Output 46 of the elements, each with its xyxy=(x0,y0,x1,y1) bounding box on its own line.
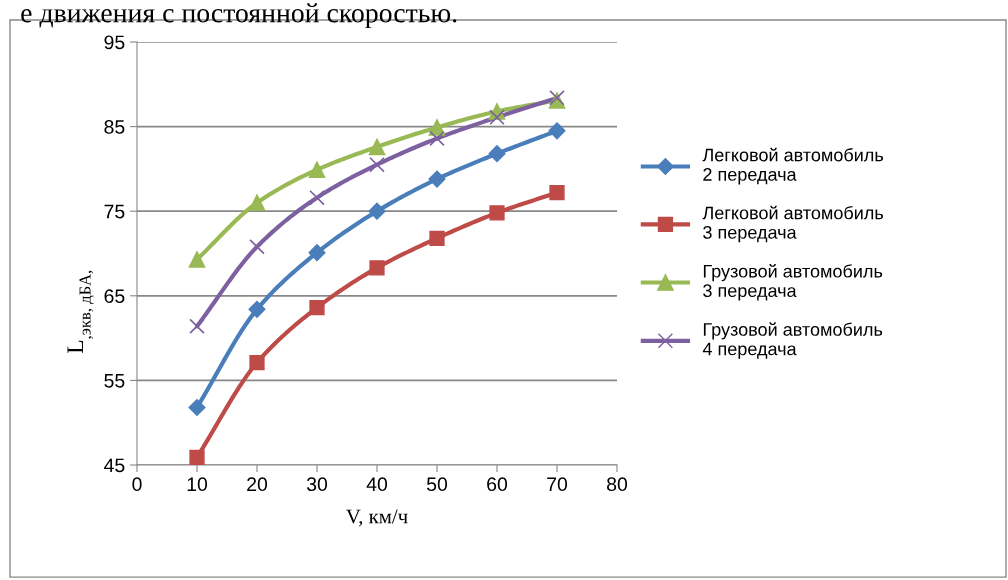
point xyxy=(189,449,205,465)
text: е движения с постоянной скоростью. xyxy=(21,3,457,29)
y-tick-label: 65 xyxy=(104,289,125,304)
x-tick-label: 80 xyxy=(607,477,628,492)
point xyxy=(369,260,385,276)
point xyxy=(429,230,445,246)
x-tick-label: 40 xyxy=(366,477,388,492)
point xyxy=(188,251,206,268)
y-axis-title: L,экв, дБА, xyxy=(67,270,94,354)
legend-label: Грузовой автомобиль 4 передача xyxy=(702,322,883,359)
y-tick-label: 45 xyxy=(104,458,125,473)
point xyxy=(428,119,446,136)
point xyxy=(248,300,266,318)
point xyxy=(488,145,506,163)
x-tick-label: 10 xyxy=(187,477,208,492)
point xyxy=(369,156,385,173)
point xyxy=(489,205,505,221)
point xyxy=(428,170,446,188)
point xyxy=(429,130,445,147)
point xyxy=(308,161,326,179)
y-tick-label: 85 xyxy=(104,120,125,134)
y-tick-label: 75 xyxy=(104,204,125,219)
y-tick-label: 95 xyxy=(104,35,125,50)
legend-label: Легковой автомобиль 3 передача xyxy=(702,205,884,243)
legend-label: Легковой автомобиль 2 передача xyxy=(702,147,884,185)
point xyxy=(309,189,325,206)
x-tick-label: 60 xyxy=(487,477,508,492)
point xyxy=(549,184,565,201)
point xyxy=(188,398,206,417)
x-tick-label: 30 xyxy=(306,477,328,492)
legend-label: Грузовой автомобиль 3 передача xyxy=(703,264,883,301)
point xyxy=(489,109,505,126)
x-tick-label: 70 xyxy=(547,477,568,492)
point xyxy=(309,300,325,316)
point xyxy=(248,194,266,212)
point xyxy=(249,354,265,371)
x-tick-label: 0 xyxy=(132,477,142,492)
point xyxy=(368,202,386,220)
point xyxy=(189,318,205,335)
point xyxy=(308,244,326,262)
x-axis-title: V, км/ч xyxy=(346,509,408,527)
point xyxy=(548,122,566,140)
point xyxy=(368,138,386,156)
y-tick-label: 55 xyxy=(104,374,125,388)
x-tick-label: 50 xyxy=(426,477,448,492)
x-tick-label: 20 xyxy=(247,477,268,492)
